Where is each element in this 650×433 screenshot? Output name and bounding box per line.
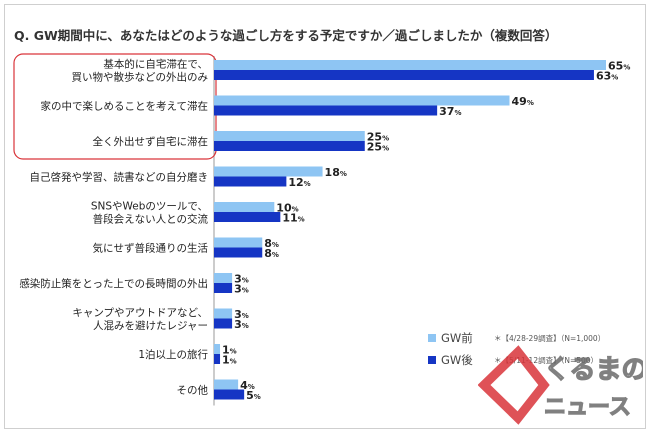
data-label: 8%	[264, 237, 279, 250]
data-label: 11%	[282, 212, 304, 225]
legend-label-before: GW前	[441, 331, 473, 345]
legend-note-after: ＊【5/11-12調査】（N=500）	[494, 356, 599, 365]
logo-text-line2: ニュース	[544, 395, 631, 420]
bar-before	[214, 131, 365, 141]
bar-after	[214, 354, 221, 364]
bar-after	[214, 70, 594, 80]
data-label: 18%	[325, 166, 347, 179]
logo-diamond-icon	[478, 345, 550, 425]
category-label: 買い物や散歩などの外出のみ	[72, 71, 209, 84]
data-label: 1%	[222, 344, 237, 357]
data-label: 3%	[234, 308, 249, 321]
legend-swatch-before	[428, 334, 436, 342]
bar-after	[214, 318, 233, 329]
category-label: 家の中で楽しめることを考えて滞在	[41, 100, 208, 113]
data-label: 1%	[222, 354, 237, 367]
bar-before	[214, 237, 263, 248]
legend-note-before: ＊【4/28-29調査】（N=1,000）	[494, 334, 606, 343]
legend-swatch-after	[428, 356, 436, 364]
bar-before	[214, 95, 510, 106]
data-label: 25%	[367, 141, 389, 154]
data-label: 10%	[276, 202, 298, 215]
bar-after	[214, 176, 287, 187]
chart-title: Q. GW期間中に、あなたはどのような過ごし方をする予定ですか／過ごしましたか（…	[14, 28, 558, 43]
data-label: 5%	[246, 389, 261, 402]
data-label: 37%	[439, 105, 461, 118]
bar-before	[214, 344, 221, 354]
data-label: 12%	[288, 176, 310, 189]
bar-after	[214, 212, 281, 222]
bar-before	[214, 379, 239, 390]
legend-label-after: GW後	[441, 353, 473, 367]
data-label: 3%	[234, 318, 249, 331]
bar-before	[214, 273, 233, 283]
bar-before	[214, 308, 233, 319]
kurumanonews-logo: くるまの ニュース	[478, 345, 643, 425]
bar-after	[214, 283, 233, 293]
category-label: その他	[177, 384, 209, 397]
data-label: 3%	[234, 283, 249, 296]
data-label: 3%	[234, 273, 249, 286]
bar-before	[214, 202, 275, 212]
category-label: 自己啓発や学習、読書などの自分磨き	[30, 171, 209, 184]
data-label: 49%	[512, 95, 534, 108]
bar-after	[214, 247, 263, 258]
logo-text-line1: くるまの	[544, 355, 643, 385]
data-label: 65%	[608, 60, 630, 73]
data-label: 63%	[596, 70, 618, 83]
category-label: 気にせず普段通りの生活	[93, 242, 209, 255]
data-label: 8%	[264, 247, 279, 260]
category-label: 人混みを避けたレジャー	[93, 319, 208, 332]
bar-after	[214, 105, 438, 116]
data-label: 4%	[240, 379, 255, 392]
bar-before	[214, 166, 323, 177]
bar-after	[214, 141, 365, 151]
category-label: 普段会えない人との交流	[93, 213, 209, 226]
category-label: 全く外出せず自宅に滞在	[93, 135, 209, 148]
bar-after	[214, 389, 245, 400]
data-label: 25%	[367, 131, 389, 144]
category-label: キャンプやアウトドアなど、	[72, 307, 208, 319]
category-label: 感染防止策をとった上での長時間の外出	[19, 277, 208, 290]
category-label: 基本的に自宅滞在で、	[103, 58, 208, 71]
category-label: SNSやWebのツールで、	[91, 201, 208, 213]
bar-before	[214, 60, 606, 70]
category-label: 1泊以上の旅行	[138, 348, 208, 361]
